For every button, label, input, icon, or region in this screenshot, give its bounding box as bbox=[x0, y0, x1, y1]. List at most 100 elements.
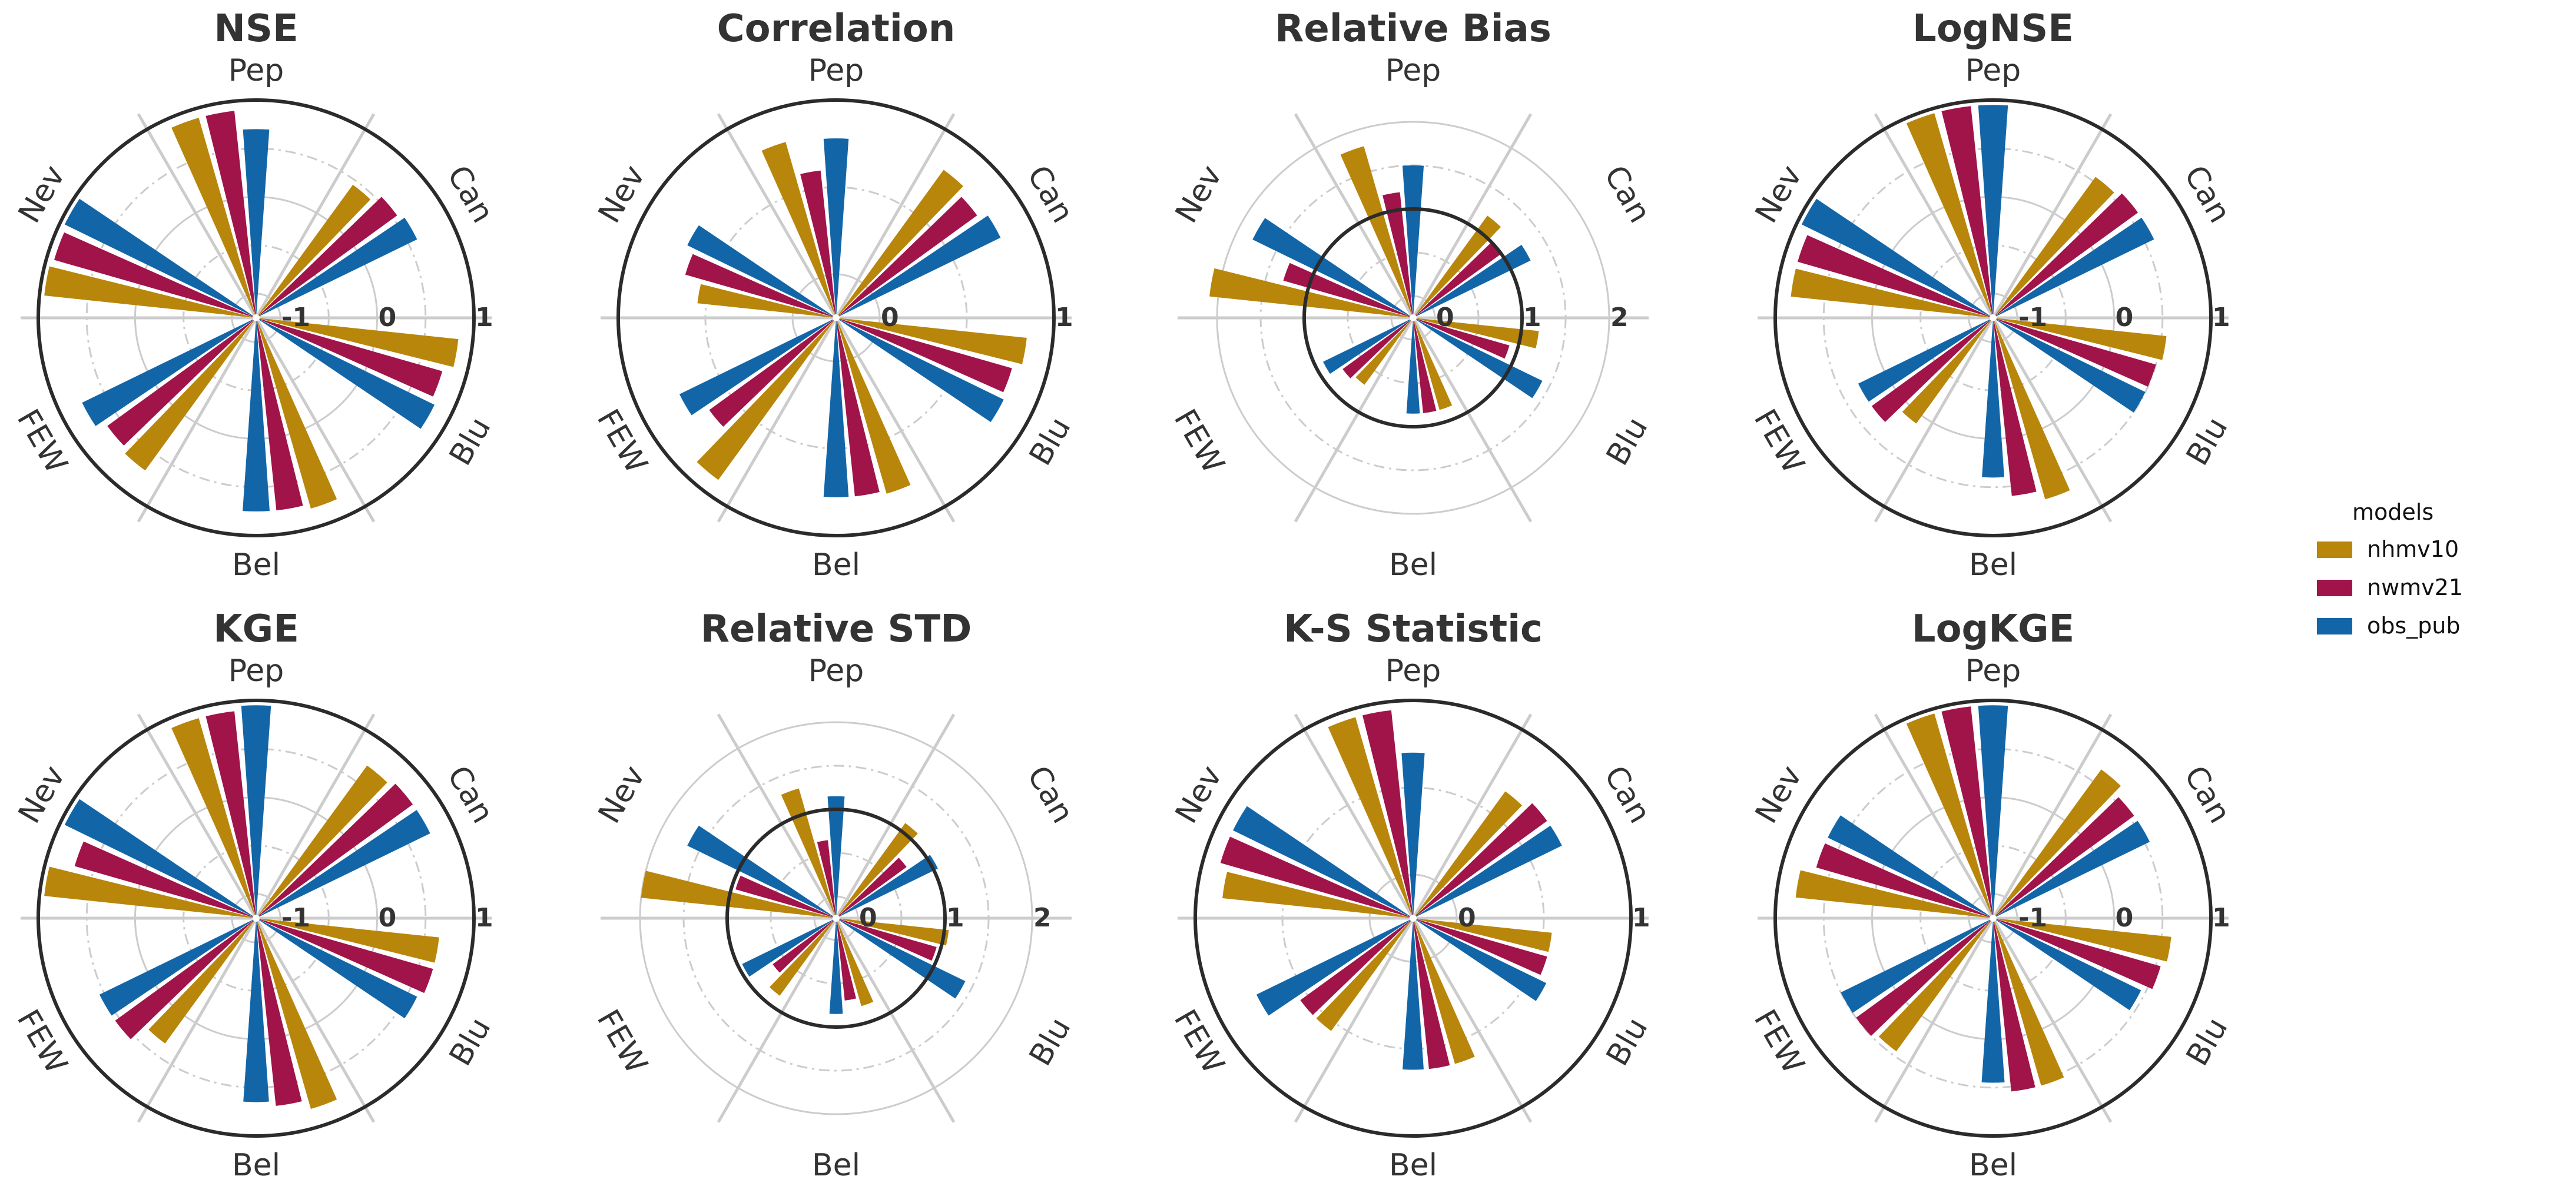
bar-nhmv10-Bel bbox=[256, 318, 337, 509]
bar-nhmv10-Bel bbox=[836, 318, 911, 494]
outer-frame-circle bbox=[1193, 699, 1633, 1138]
bar-nwmv21-Bel bbox=[836, 318, 880, 497]
legend: models nhmv10 nwmv21 obs_pub bbox=[2317, 499, 2463, 639]
bar-nwmv21-Can bbox=[836, 197, 977, 318]
outer-frame-circle bbox=[1773, 98, 2213, 537]
bar-nhmv10-Pep bbox=[1340, 146, 1413, 318]
reference-circle bbox=[725, 808, 947, 1029]
bar-nhmv10-Can bbox=[836, 823, 918, 918]
bar-nwmv21-Nev bbox=[1816, 843, 1993, 918]
bar-nwmv21-Bel bbox=[1993, 318, 2037, 496]
bar-nwmv21-Nev bbox=[54, 232, 256, 318]
radial-tick-label: 0 bbox=[2116, 903, 2134, 933]
bar-obs_pub-Bel bbox=[1981, 918, 2005, 1083]
radial-tick-label: 0 bbox=[379, 303, 397, 333]
bar-nwmv21-Can bbox=[256, 783, 413, 918]
bar-nwmv21-FEW bbox=[107, 318, 256, 446]
radial-tick-label: 1 bbox=[1632, 903, 1650, 933]
bar-obs_pub-Nev bbox=[64, 198, 256, 318]
bar-nhmv10-Can bbox=[1413, 791, 1523, 918]
bar-nwmv21-FEW bbox=[1300, 918, 1413, 1015]
center-dot bbox=[833, 314, 840, 321]
bar-nhmv10-Blu bbox=[836, 918, 949, 946]
site-label-Pep: Pep bbox=[1965, 53, 2021, 88]
panel-title: LogKGE bbox=[1912, 607, 2074, 651]
bar-obs_pub-Nev bbox=[1801, 198, 1993, 318]
outer-frame-circle bbox=[616, 98, 1056, 537]
bar-nhmv10-Bel bbox=[1413, 918, 1475, 1064]
bar-nwmv21-Bel bbox=[1413, 918, 1450, 1069]
bar-nwmv21-Blu bbox=[1413, 318, 1510, 359]
bar-nhmv10-FEW bbox=[769, 918, 836, 996]
bar-nhmv10-Can bbox=[256, 184, 371, 318]
bar-nhmv10-Nev bbox=[1795, 870, 1993, 918]
bar-nwmv21-Blu bbox=[836, 318, 1012, 393]
bar-nhmv10-Nev bbox=[1791, 268, 1993, 318]
bar-nhmv10-Blu bbox=[1993, 918, 2171, 962]
radial-tick-label: 1 bbox=[1523, 303, 1541, 333]
bar-nwmv21-Bel bbox=[256, 318, 303, 511]
bar-obs_pub-Nev bbox=[64, 799, 256, 918]
bar-nwmv21-Bel bbox=[256, 918, 302, 1106]
bar-nhmv10-Pep bbox=[1906, 713, 1993, 918]
legend-label-nhmv10: nhmv10 bbox=[2367, 536, 2459, 562]
radial-tick-label: 0 bbox=[881, 303, 899, 333]
bar-obs_pub-Nev bbox=[1252, 218, 1413, 318]
radial-tick-label: 0 bbox=[1436, 303, 1454, 333]
reference-circle bbox=[1302, 207, 1524, 428]
bar-obs_pub-Blu bbox=[836, 318, 1004, 423]
radial-tick-label: 0 bbox=[379, 903, 397, 933]
panel-title: LogNSE bbox=[1912, 7, 2074, 51]
bar-obs_pub-Pep bbox=[1978, 105, 2008, 318]
bar-obs_pub-Nev bbox=[1828, 815, 1993, 918]
radial-tick-label: 1 bbox=[946, 903, 964, 933]
bar-nwmv21-Nev bbox=[1283, 263, 1413, 318]
bar-nhmv10-Nev bbox=[44, 266, 256, 318]
radial-tick-label: -1 bbox=[2018, 303, 2047, 333]
bar-nhmv10-FEW bbox=[1316, 918, 1413, 1031]
bar-obs_pub-Can bbox=[256, 217, 417, 318]
legend-swatch-obs_pub bbox=[2317, 618, 2352, 634]
bar-obs_pub-Blu bbox=[1993, 318, 2146, 413]
bar-nwmv21-Nev bbox=[74, 841, 256, 918]
bar-nhmv10-Bel bbox=[256, 918, 337, 1109]
radial-tick-label: 0 bbox=[1458, 903, 1476, 933]
outer-frame-circle bbox=[37, 98, 476, 537]
legend-label-obs_pub: obs_pub bbox=[2367, 613, 2461, 639]
radial-tick-label: 1 bbox=[475, 903, 493, 933]
bar-nhmv10-Blu bbox=[256, 318, 459, 367]
bar-nwmv21-Pep bbox=[817, 840, 836, 918]
bar-nhmv10-Nev bbox=[44, 866, 256, 918]
panel-title: Correlation bbox=[717, 7, 956, 51]
legend-swatch-nwmv21 bbox=[2317, 580, 2352, 596]
bar-nwmv21-Can bbox=[836, 858, 907, 918]
bar-obs_pub-Bel bbox=[1403, 918, 1424, 1070]
bar-obs_pub-FEW bbox=[742, 918, 836, 977]
radial-tick-label: -1 bbox=[281, 903, 310, 933]
site-label-Pep: Pep bbox=[228, 653, 284, 689]
bar-nwmv21-Can bbox=[1993, 193, 2139, 318]
radial-tick-label: 0 bbox=[859, 903, 877, 933]
bar-nhmv10-Bel bbox=[1413, 318, 1453, 410]
site-label-Bel: Bel bbox=[232, 1148, 280, 1183]
bar-obs_pub-FEW bbox=[1858, 318, 1993, 402]
center-dot bbox=[1410, 915, 1417, 922]
radial-tick-label: 2 bbox=[1033, 903, 1052, 933]
bar-obs_pub-FEW bbox=[679, 318, 836, 416]
site-label-Bel: Bel bbox=[232, 547, 280, 583]
center-dot bbox=[1990, 314, 1997, 321]
center-dot bbox=[1990, 915, 1997, 922]
bar-nhmv10-Can bbox=[1993, 769, 2121, 918]
bar-nhmv10-Pep bbox=[781, 788, 836, 918]
bar-nwmv21-Blu bbox=[1413, 918, 1547, 975]
bar-obs_pub-Blu bbox=[256, 318, 435, 429]
panel-title: Relative STD bbox=[701, 607, 972, 651]
bar-obs_pub-Pep bbox=[1978, 705, 2008, 918]
bar-obs_pub-FEW bbox=[99, 918, 256, 1016]
outer-frame-circle bbox=[37, 699, 476, 1138]
bar-nhmv10-Bel bbox=[1993, 318, 2070, 500]
bar-obs_pub-Can bbox=[256, 810, 430, 918]
